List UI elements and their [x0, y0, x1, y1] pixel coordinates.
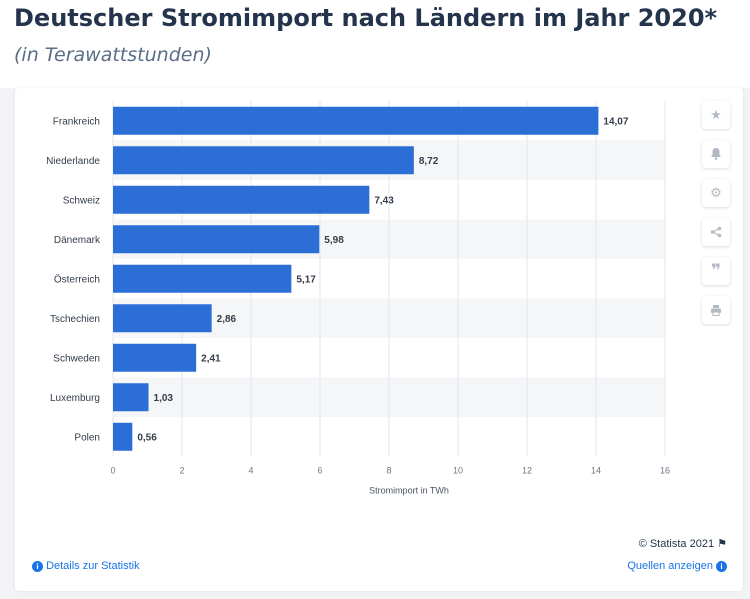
- bar: [113, 264, 292, 293]
- share-icon[interactable]: [702, 218, 730, 246]
- data-label: 2,41: [201, 353, 221, 364]
- data-label: 7,43: [374, 195, 394, 206]
- data-label: 0,56: [137, 432, 157, 443]
- sources-link[interactable]: Quellen anzeigen i: [627, 560, 727, 572]
- category-label: Schweden: [53, 353, 100, 364]
- info-icon: i: [32, 561, 43, 572]
- x-tick-label: 10: [453, 466, 463, 476]
- details-link-label: Details zur Statistik: [46, 560, 140, 572]
- flag-icon: ⚑: [717, 538, 727, 550]
- data-label: 1,03: [154, 393, 174, 404]
- bar: [113, 106, 599, 135]
- star-icon[interactable]: ★: [702, 101, 730, 129]
- gear-icon[interactable]: ⚙: [702, 179, 730, 207]
- category-label: Frankreich: [53, 116, 100, 127]
- x-tick-label: 8: [386, 466, 391, 476]
- page-title: Deutscher Stromimport nach Ländern im Ja…: [14, 4, 718, 32]
- category-label: Luxemburg: [50, 393, 100, 404]
- category-label: Polen: [74, 432, 100, 443]
- sources-link-label: Quellen anzeigen: [627, 560, 713, 572]
- data-label: 14,07: [603, 116, 628, 127]
- quote-icon[interactable]: ❞: [702, 257, 730, 285]
- data-label: 8,72: [419, 156, 439, 167]
- category-label: Niederlande: [46, 156, 100, 167]
- x-tick-label: 2: [179, 466, 184, 476]
- details-link[interactable]: i Details zur Statistik: [32, 560, 140, 572]
- data-label: 2,86: [217, 314, 237, 325]
- category-label: Österreich: [54, 273, 100, 285]
- info-icon: i: [716, 561, 727, 572]
- data-label: 5,17: [296, 274, 316, 285]
- bar: [113, 304, 212, 333]
- header: Deutscher Stromimport nach Ländern im Ja…: [0, 0, 750, 88]
- chart-toolbar: ★ ⚙ ❞: [702, 101, 730, 335]
- bar: [113, 146, 414, 175]
- bar-chart: 0 2 4 6 8 10 12 14 16 Frankreich 14,07 Niederlande 8…: [46, 101, 670, 496]
- source-text: © Statista 2021: [638, 538, 715, 550]
- bell-icon[interactable]: [702, 140, 730, 168]
- x-tick-label: 0: [110, 466, 115, 476]
- x-tick-label: 12: [522, 466, 532, 476]
- x-tick-label: 16: [660, 466, 670, 476]
- category-label: Tschechien: [50, 314, 100, 325]
- bar: [113, 383, 149, 412]
- x-tick-label: 4: [248, 466, 253, 476]
- source-credit: © Statista 2021 ⚑: [639, 537, 727, 550]
- bar: [113, 185, 370, 214]
- x-tick-label: 14: [591, 466, 601, 476]
- data-label: 5,98: [324, 235, 344, 246]
- x-tick-label: 6: [317, 466, 322, 476]
- bar: [113, 225, 320, 254]
- category-label: Schweiz: [63, 195, 100, 206]
- print-icon[interactable]: [702, 296, 730, 324]
- bar: [113, 343, 197, 372]
- page-subtitle: (in Terawattstunden): [14, 44, 212, 66]
- x-axis-title: Stromimport in TWh: [369, 486, 449, 496]
- category-label: Dänemark: [54, 235, 101, 246]
- chart-card: 0 2 4 6 8 10 12 14 16 Frankreich 14,07 Niederlande 8…: [15, 88, 743, 591]
- bar: [113, 422, 133, 451]
